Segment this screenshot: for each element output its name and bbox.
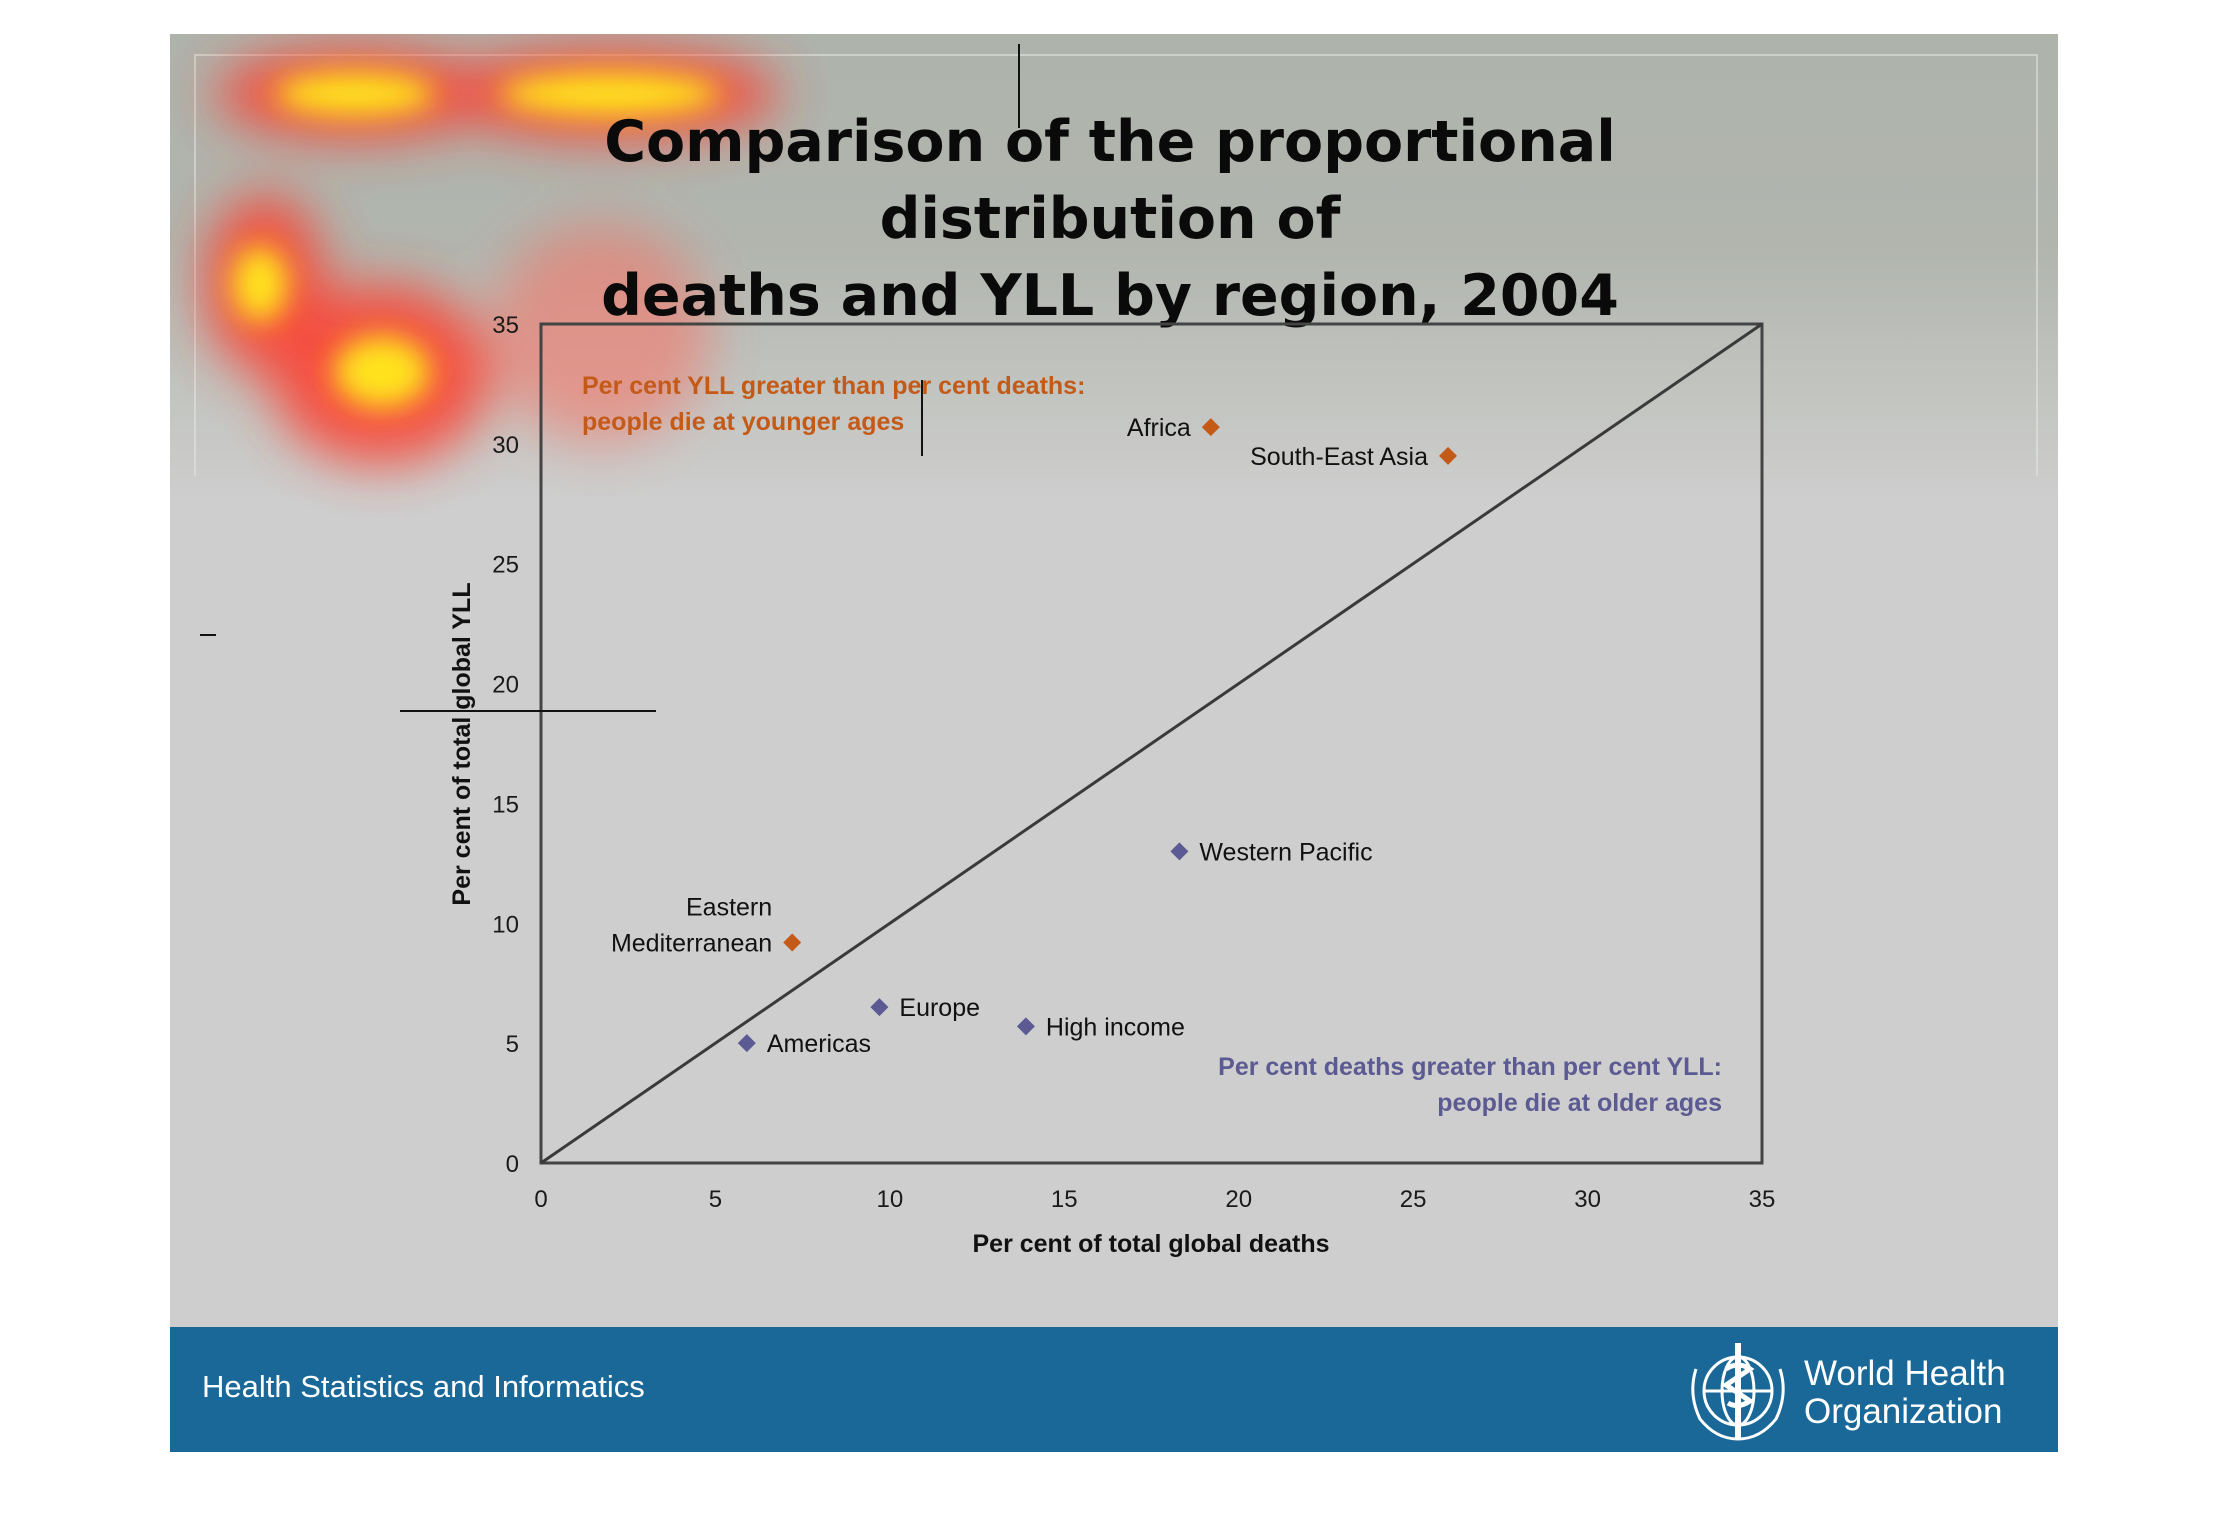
x-tick-label: 10 [877,1186,904,1213]
annotation-yll-greater-line1: Per cent YLL greater than per cent death… [582,372,1085,400]
annotation-yll-greater-line2: people die at younger ages [582,408,904,436]
point-label-western-pacific: Western Pacific [1199,838,1372,866]
stray-line-mark [921,380,923,456]
plot-area-frame [539,322,1764,1165]
point-label-africa: Africa [1127,414,1191,442]
y-tick-label: 5 [506,1031,519,1058]
y-tick-label: 35 [492,312,519,339]
x-axis-title: Per cent of total global deaths [973,1230,1330,1258]
point-label-eastern-mediterranean: Mediterranean [611,929,772,957]
slide-title-line1: Comparison of the proportional distribut… [604,109,1616,252]
y-tick-label: 30 [492,432,519,459]
x-tick-label: 30 [1574,1186,1601,1213]
y-tick-label: 25 [492,552,519,579]
data-point-africa [1201,418,1220,437]
data-point-europe [870,998,889,1017]
point-label-europe: Europe [899,994,980,1022]
y-tick-label: 0 [506,1151,519,1178]
x-tick-label: 0 [534,1186,547,1213]
point-label-americas: Americas [767,1030,871,1058]
data-point-americas [737,1034,756,1053]
point-label-south-east-asia: South-East Asia [1250,443,1428,471]
equality-diagonal-line [540,322,1763,1165]
annotation-deaths-greater-line2: people die at older ages [1437,1089,1722,1117]
who-emblem-icon [1691,1343,1785,1441]
x-tick-label: 15 [1051,1186,1078,1213]
y-axis-title: Per cent of total global YLL [448,582,476,905]
footer-title: Health Statistics and Informatics [202,1369,645,1404]
x-tick-label: 20 [1225,1186,1252,1213]
who-wordmark: World Health Organization [1804,1355,2006,1431]
stray-line-mark [400,710,656,712]
y-tick-label: 10 [492,911,519,938]
stray-line-mark [200,634,216,636]
x-tick-label: 25 [1400,1186,1427,1213]
data-point-south-east-asia [1439,446,1458,465]
x-tick-label: 35 [1749,1186,1776,1213]
point-label-eastern-mediterranean: Eastern [686,893,772,921]
slide-title: Comparison of the proportional distribut… [420,104,1800,335]
y-tick-label: 15 [492,791,519,818]
scatter-chart: 0 5 10 15 20 25 30 35 0 5 10 15 20 25 30 35 Per cent o… [448,312,1776,1258]
slide-title-line2: deaths and YLL by region, 2004 [601,263,1619,329]
data-point-high-income [1016,1017,1035,1036]
who-wordmark-line2: Organization [1804,1392,2003,1431]
banner-frame [194,54,2038,476]
point-label-high-income: High income [1046,1013,1185,1041]
annotation-deaths-greater-line1: Per cent deaths greater than per cent YL… [1218,1053,1722,1081]
y-tick-label: 20 [492,672,519,699]
slide: Comparison of the proportional distribut… [170,34,2058,1452]
data-point-western-pacific [1170,842,1189,861]
stray-line-mark [1018,44,1020,128]
x-tick-label: 5 [709,1186,722,1213]
data-point-eastern-mediterranean [783,933,802,952]
who-wordmark-line1: World Health [1804,1354,2006,1393]
footer-bar: Health Statistics and Informatics World … [170,1327,2058,1452]
